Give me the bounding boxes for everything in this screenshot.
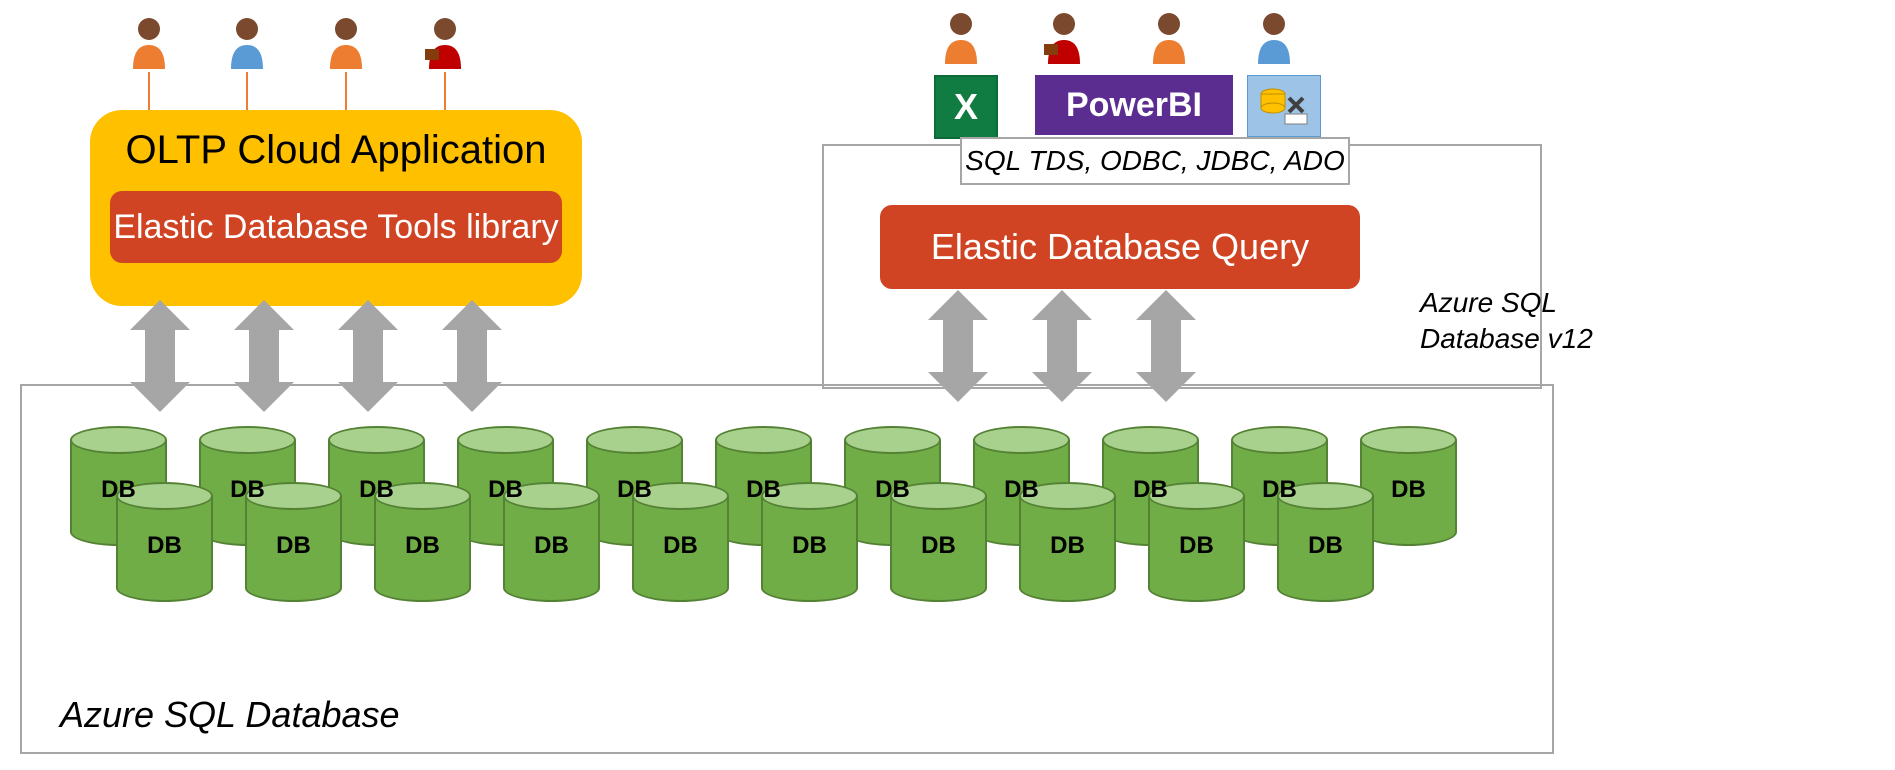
user-arrow-icon	[444, 72, 446, 114]
elastic-tools-library-box: Elastic Database Tools library	[110, 191, 562, 263]
user-icon	[322, 15, 370, 69]
user-arrow-icon	[345, 72, 347, 114]
db-label: DB	[328, 476, 425, 504]
db-label: DB	[973, 476, 1070, 504]
db-label: DB	[374, 532, 471, 560]
excel-icon: X	[934, 75, 998, 139]
user-arrow-icon	[246, 72, 248, 114]
azure-sql-database-label: Azure SQL Database	[60, 694, 400, 736]
db-label: DB	[199, 476, 296, 504]
user-icon	[937, 10, 985, 64]
db-label: DB	[890, 532, 987, 560]
user-icon	[223, 15, 271, 69]
powerbi-icon: PowerBI	[1035, 75, 1233, 135]
query-designer-icon	[1247, 75, 1321, 137]
user-icon	[1145, 10, 1193, 64]
db-label: DB	[116, 532, 213, 560]
db-label: DB	[457, 476, 554, 504]
side-label-line2: Database v12	[1420, 323, 1593, 354]
database-icon: DB	[1360, 426, 1457, 546]
db-label: DB	[1019, 532, 1116, 560]
db-label: DB	[761, 532, 858, 560]
user-arrow-icon	[148, 72, 150, 114]
db-label: DB	[844, 476, 941, 504]
db-label: DB	[1102, 476, 1199, 504]
db-label: DB	[70, 476, 167, 504]
db-label: DB	[586, 476, 683, 504]
oltp-title: OLTP Cloud Application	[90, 128, 582, 173]
db-label: DB	[1277, 532, 1374, 560]
db-label: DB	[632, 532, 729, 560]
db-label: DB	[1148, 532, 1245, 560]
db-label: DB	[503, 532, 600, 560]
protocols-label: SQL TDS, ODBC, JDBC, ADO	[960, 137, 1350, 185]
user-icon	[1250, 10, 1298, 64]
powerbi-label: PowerBI	[1066, 86, 1202, 125]
user-icon	[125, 15, 173, 69]
oltp-app-box: OLTP Cloud Application Elastic Database …	[90, 110, 582, 306]
db-label: DB	[715, 476, 812, 504]
db-label: DB	[1360, 476, 1457, 504]
elastic-query-box: Elastic Database Query	[880, 205, 1360, 289]
side-label-line1: Azure SQL	[1420, 287, 1557, 318]
diagram-canvas: OLTP Cloud Application Elastic Database …	[10, 10, 1885, 760]
user-icon	[1040, 10, 1088, 64]
db-label: DB	[1231, 476, 1328, 504]
azure-sql-v12-label: Azure SQL Database v12	[1420, 285, 1600, 358]
user-icon	[421, 15, 469, 69]
excel-label: X	[954, 86, 978, 128]
db-label: DB	[245, 532, 342, 560]
